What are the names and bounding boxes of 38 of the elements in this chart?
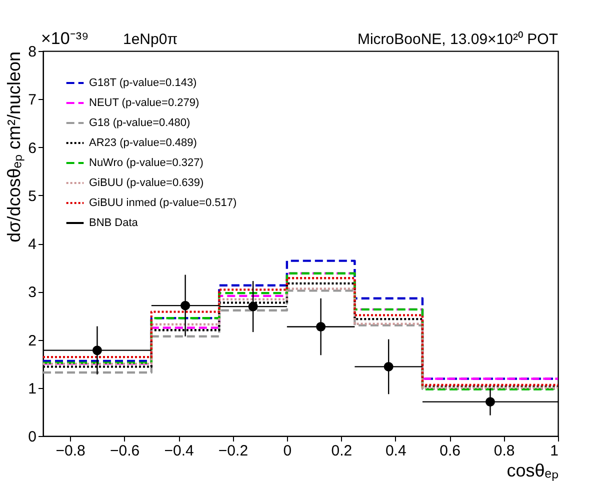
y-axis-title: dσ/dcosθₑₚ cm²/nucleon xyxy=(4,52,26,242)
legend-label: BNB Data xyxy=(89,217,139,229)
y-tick-label: 1 xyxy=(28,380,36,398)
x-tick-label: 0.4 xyxy=(385,442,406,460)
y-tick-label: 2 xyxy=(28,332,36,350)
x-tick-label: 0.2 xyxy=(331,442,352,460)
legend-label: G18 (p-value=0.480) xyxy=(89,117,190,129)
x-tick-label: −0.4 xyxy=(164,442,194,460)
point xyxy=(248,302,258,312)
y-tick-label: 0 xyxy=(28,428,36,446)
legend-label: GiBUU inmed (p-value=0.517) xyxy=(89,197,237,209)
x-axis-title: cosθₑₚ xyxy=(506,460,558,481)
text: MicroBooNE, 13.09×10²⁰ POT xyxy=(357,31,558,48)
chart-title: 1eNp0π xyxy=(123,31,178,48)
y-tick-label: 5 xyxy=(28,188,36,205)
x-tick-label: −0.8 xyxy=(56,442,86,460)
x-tick-label: 0 xyxy=(283,442,292,460)
x-tick-label: −0.2 xyxy=(218,442,248,460)
point xyxy=(384,362,394,372)
legend-label: NEUT (p-value=0.279) xyxy=(89,97,200,109)
x-tick-label: 1 xyxy=(550,442,558,460)
legend-label: GiBUU (p-value=0.639) xyxy=(89,177,204,189)
legend-label: G18T (p-value=0.143) xyxy=(89,77,197,89)
text: ×10⁻³⁹ xyxy=(41,29,89,48)
point xyxy=(485,397,495,407)
y-tick-label: 7 xyxy=(28,92,36,109)
point xyxy=(92,346,102,356)
x-tick-label: −0.6 xyxy=(110,442,140,460)
y-tick-label: 8 xyxy=(28,44,36,60)
point xyxy=(180,300,190,310)
y-tick-label: 3 xyxy=(28,284,36,302)
legend-label: NuWro (p-value=0.327) xyxy=(89,157,204,169)
x-tick-label: 0.6 xyxy=(440,442,461,460)
y-tick-label: 4 xyxy=(28,236,36,253)
x-tick-label: 0.8 xyxy=(494,442,515,460)
point xyxy=(316,322,326,332)
legend-label: AR23 (p-value=0.489) xyxy=(89,137,197,149)
y-tick-label: 6 xyxy=(28,140,36,157)
